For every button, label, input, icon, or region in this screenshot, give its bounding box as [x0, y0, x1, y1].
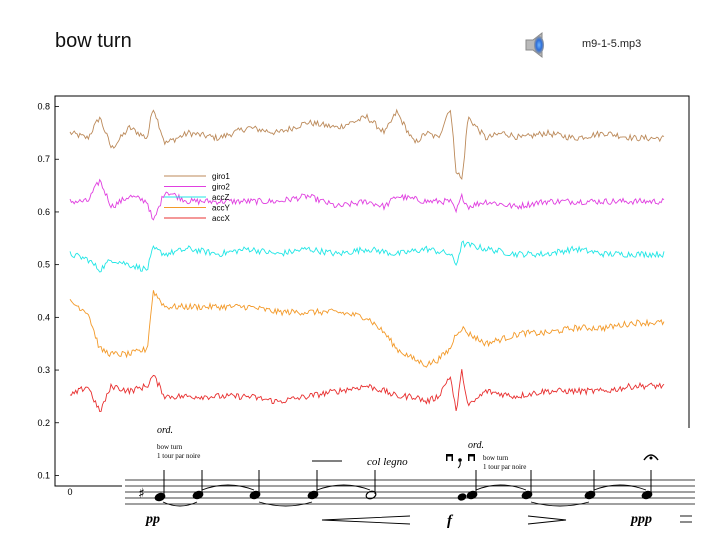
col-legno-marking: col legno: [367, 456, 408, 468]
y-tick-label: 0.5: [37, 260, 50, 270]
sharp-symbol: ♯: [138, 486, 145, 502]
y-axis: 0.8 0.7 0.6 0.5 0.4 0.3 0.2 0.1: [37, 102, 59, 480]
y-tick-label: 0.3: [37, 365, 50, 375]
ties: [162, 484, 647, 507]
bow-turn-instruction: bow turn: [157, 443, 183, 451]
series-line-accZ: [69, 240, 665, 273]
slide-title: bow turn: [55, 30, 132, 52]
dynamic-pp: pp: [145, 512, 160, 527]
score-background: [122, 428, 720, 540]
series-line-giro1: [69, 108, 665, 181]
hairpins: [321, 515, 692, 525]
legend-label-accZ: accZ: [212, 193, 229, 202]
series-line-accY: [69, 290, 665, 368]
y-tick-label: 0.8: [37, 102, 50, 112]
ord-marking-2: ord.: [468, 440, 484, 451]
ord-marking: ord.: [157, 425, 173, 436]
y-tick-label: 0.6: [37, 207, 50, 217]
legend-label-giro1: giro1: [212, 172, 230, 181]
y-tick-label: 0.2: [37, 418, 50, 428]
bow-marks: [446, 454, 475, 469]
dynamic-ppp: ppp: [630, 512, 652, 527]
bow-turn-instruction-2: bow turn: [483, 454, 509, 462]
series-line-accX: [69, 369, 665, 413]
y-tick-label: 0.7: [37, 154, 50, 164]
bow-turn-rate-2: 1 tour par noire: [483, 463, 526, 471]
staff-lines: [125, 479, 695, 505]
series-layer: [69, 108, 665, 413]
audio-file-label: m9-1-5.mp3: [582, 38, 642, 50]
y-tick-label: 0.4: [37, 312, 50, 322]
x-tick-label: 0: [67, 487, 72, 497]
speaker-icon[interactable]: [522, 30, 554, 60]
legend-label-accX: accX: [212, 214, 230, 223]
fermata-icon: [643, 454, 659, 461]
y-tick-label: 0.1: [37, 470, 50, 480]
series-line-giro2: [69, 178, 665, 221]
bow-turn-rate: 1 tour par noire: [157, 452, 200, 460]
dynamic-f: f: [447, 513, 454, 529]
legend-label-accY: accY: [212, 204, 230, 213]
legend-label-giro2: giro2: [212, 183, 230, 192]
